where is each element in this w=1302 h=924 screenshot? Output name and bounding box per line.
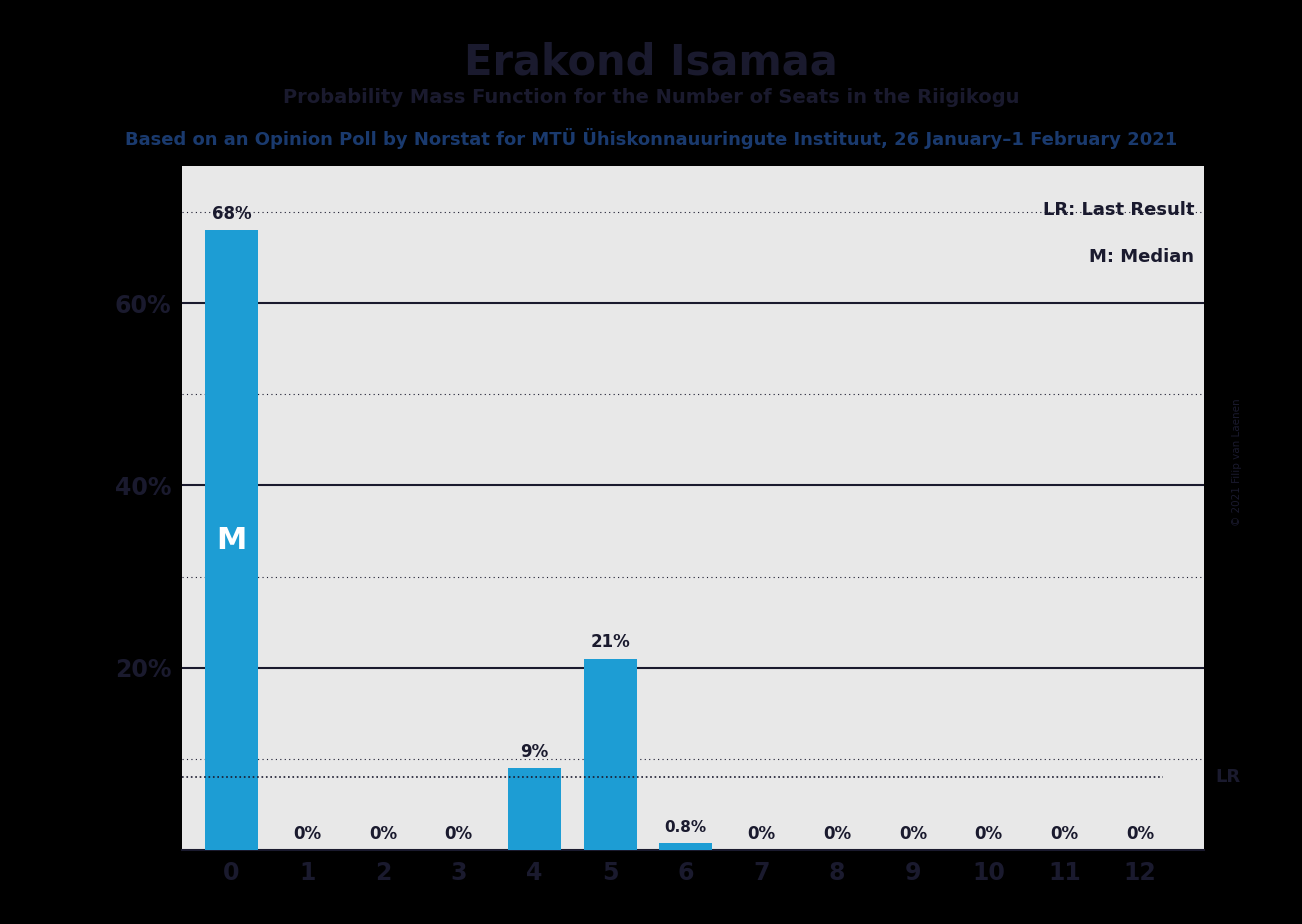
Text: 0%: 0% [293, 825, 322, 843]
Text: Erakond Isamaa: Erakond Isamaa [464, 42, 838, 83]
Text: 0%: 0% [898, 825, 927, 843]
Bar [508, 768, 561, 850]
Text: 0%: 0% [1051, 825, 1078, 843]
Bar [583, 659, 637, 850]
Text: M: Median: M: Median [1090, 249, 1194, 266]
Text: 0%: 0% [747, 825, 776, 843]
Text: 0%: 0% [1126, 825, 1154, 843]
Text: LR: LR [1216, 768, 1241, 786]
Text: 0%: 0% [444, 825, 473, 843]
Text: Based on an Opinion Poll by Norstat for MTÜ Ühiskonnauuringute Instituut, 26 Jan: Based on an Opinion Poll by Norstat for … [125, 128, 1177, 149]
Text: 68%: 68% [212, 205, 251, 223]
Text: 9%: 9% [521, 743, 548, 760]
Text: 0.8%: 0.8% [665, 821, 707, 835]
Text: 0%: 0% [823, 825, 852, 843]
Text: © 2021 Filip van Laenen: © 2021 Filip van Laenen [1232, 398, 1242, 526]
Text: Probability Mass Function for the Number of Seats in the Riigikogu: Probability Mass Function for the Number… [283, 88, 1019, 107]
Text: LR: Last Result: LR: Last Result [1043, 201, 1194, 218]
Text: 0%: 0% [974, 825, 1003, 843]
Text: 21%: 21% [590, 633, 630, 651]
Text: 0%: 0% [368, 825, 397, 843]
Bar [659, 843, 712, 850]
Bar [204, 230, 258, 850]
Text: M: M [216, 526, 246, 554]
